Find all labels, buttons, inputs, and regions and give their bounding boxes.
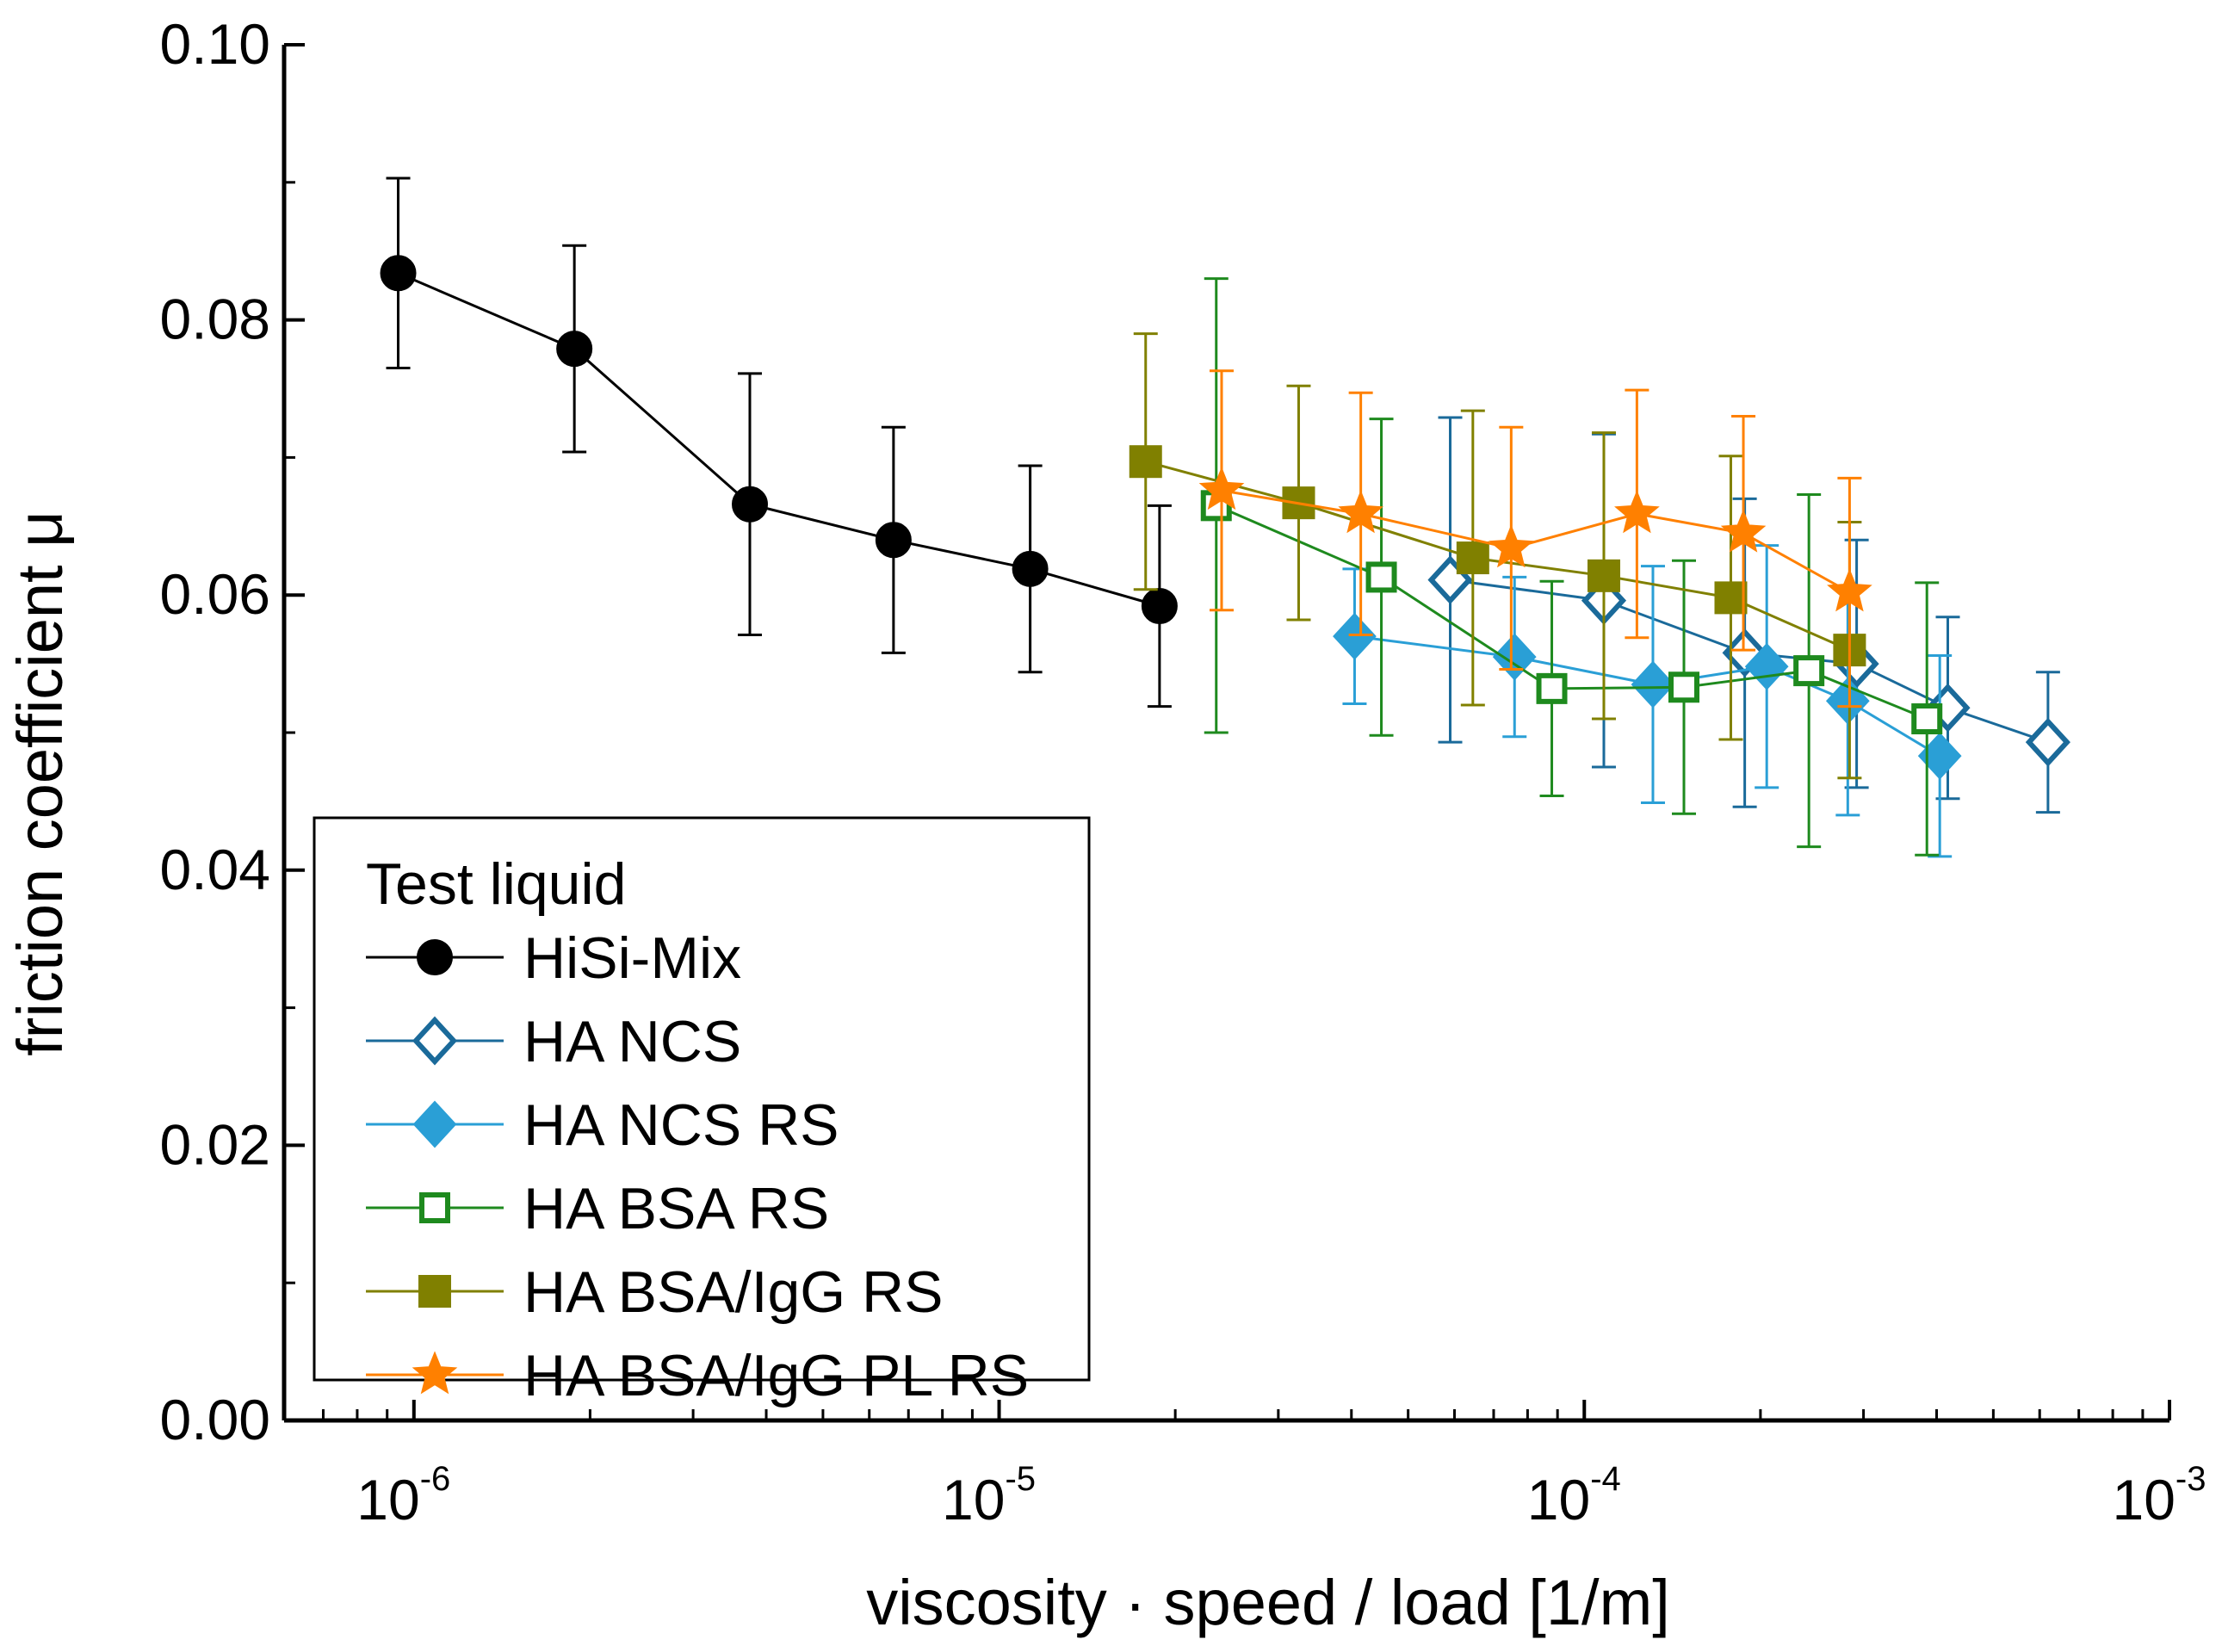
series-ha-bsa-igg-rs xyxy=(1129,332,1866,780)
data-point xyxy=(731,486,768,523)
legend-marker xyxy=(417,939,453,975)
y-tick-label: 0.02 xyxy=(160,1112,270,1176)
data-point xyxy=(1911,703,1943,735)
legend-item: HA NCS RS xyxy=(366,1092,839,1158)
legend-label: HA BSA RS xyxy=(523,1176,829,1241)
data-point xyxy=(1827,568,1872,612)
data-point xyxy=(1668,671,1699,703)
y-tick-label: 0.08 xyxy=(160,288,270,351)
y-tick-label: 0.06 xyxy=(160,562,270,626)
data-point xyxy=(1536,672,1568,704)
legend-marker xyxy=(419,1192,450,1223)
data-point xyxy=(1198,467,1245,510)
legend-title: Test liquid xyxy=(366,851,626,917)
series-line xyxy=(1216,504,1928,721)
legend-marker xyxy=(412,1351,458,1395)
data-point xyxy=(1793,655,1825,687)
legend-label: HA BSA/IgG PL RS xyxy=(523,1343,1029,1408)
legend-label: HA NCS xyxy=(523,1009,741,1074)
legend-items: HiSi-Mix HA NCS HA NCS RS HA BSA RS HA BSA/I… xyxy=(366,925,1029,1408)
y-axis-title: friction coefficient μ xyxy=(4,510,76,1056)
data-point xyxy=(2025,717,2070,767)
legend-item: HA BSA/IgG PL RS xyxy=(366,1343,1029,1408)
axis-ticks xyxy=(282,43,2171,1422)
data-point xyxy=(875,522,912,559)
data-point xyxy=(1917,732,1962,780)
series-line xyxy=(1145,460,1851,652)
series-ha-bsa-igg-pl-rs xyxy=(1198,369,1872,708)
x-axis-title: viscosity · speed / load [1/m] xyxy=(866,1567,1670,1638)
data-point xyxy=(1614,490,1660,534)
series-line xyxy=(1354,634,1940,758)
data-point xyxy=(1338,490,1383,534)
legend: Test liquid HiSi-Mix HA NCS HA NCS RS HA BS… xyxy=(313,816,1091,1408)
data-point xyxy=(1012,550,1049,587)
x-tick-label: 10-4 xyxy=(1527,1460,1621,1531)
legend-item: HA BSA/IgG RS xyxy=(366,1259,944,1325)
series-ha-bsa-rs xyxy=(1200,277,1943,857)
legend-label: HA NCS RS xyxy=(523,1092,839,1158)
legend-label: HiSi-Mix xyxy=(523,925,741,991)
data-point xyxy=(556,331,593,368)
data-point xyxy=(1720,509,1767,553)
data-point xyxy=(1456,541,1489,575)
data-point xyxy=(1129,445,1162,479)
legend-item: HA NCS xyxy=(366,1009,741,1074)
x-tick-label: 10-6 xyxy=(356,1460,450,1531)
y-tick-label: 0.10 xyxy=(160,12,270,76)
data-point xyxy=(1333,612,1377,660)
series-layer xyxy=(380,176,2070,858)
series-line xyxy=(397,271,1161,608)
series-ha-ncs xyxy=(1427,416,2070,814)
data-point xyxy=(1489,524,1534,568)
series-ha-ncs-rs xyxy=(1333,544,1962,858)
data-point xyxy=(1631,660,1675,708)
series-line xyxy=(1221,489,1851,594)
data-point xyxy=(380,255,417,292)
legend-label: HA BSA/IgG RS xyxy=(523,1259,944,1325)
x-tick-label: 10-3 xyxy=(2113,1460,2207,1531)
x-tick-label: 10-5 xyxy=(942,1460,1036,1531)
data-point xyxy=(1587,559,1620,592)
legend-marker xyxy=(412,1100,457,1148)
series-hisi-mix xyxy=(380,176,1178,708)
data-point xyxy=(1365,561,1397,593)
y-tick-label: 0.04 xyxy=(160,838,270,901)
legend-marker xyxy=(418,1275,451,1308)
legend-marker xyxy=(412,1016,458,1066)
y-tick-label: 0.00 xyxy=(160,1388,270,1451)
legend-item: HA BSA RS xyxy=(366,1176,829,1241)
tick-labels: 0.00 0.02 0.04 0.06 0.08 0.10 10-6 10-5 10-4 10-3 xyxy=(160,12,2207,1531)
data-point xyxy=(1714,581,1748,615)
data-point xyxy=(1141,587,1178,624)
legend-item: HiSi-Mix xyxy=(366,925,741,991)
